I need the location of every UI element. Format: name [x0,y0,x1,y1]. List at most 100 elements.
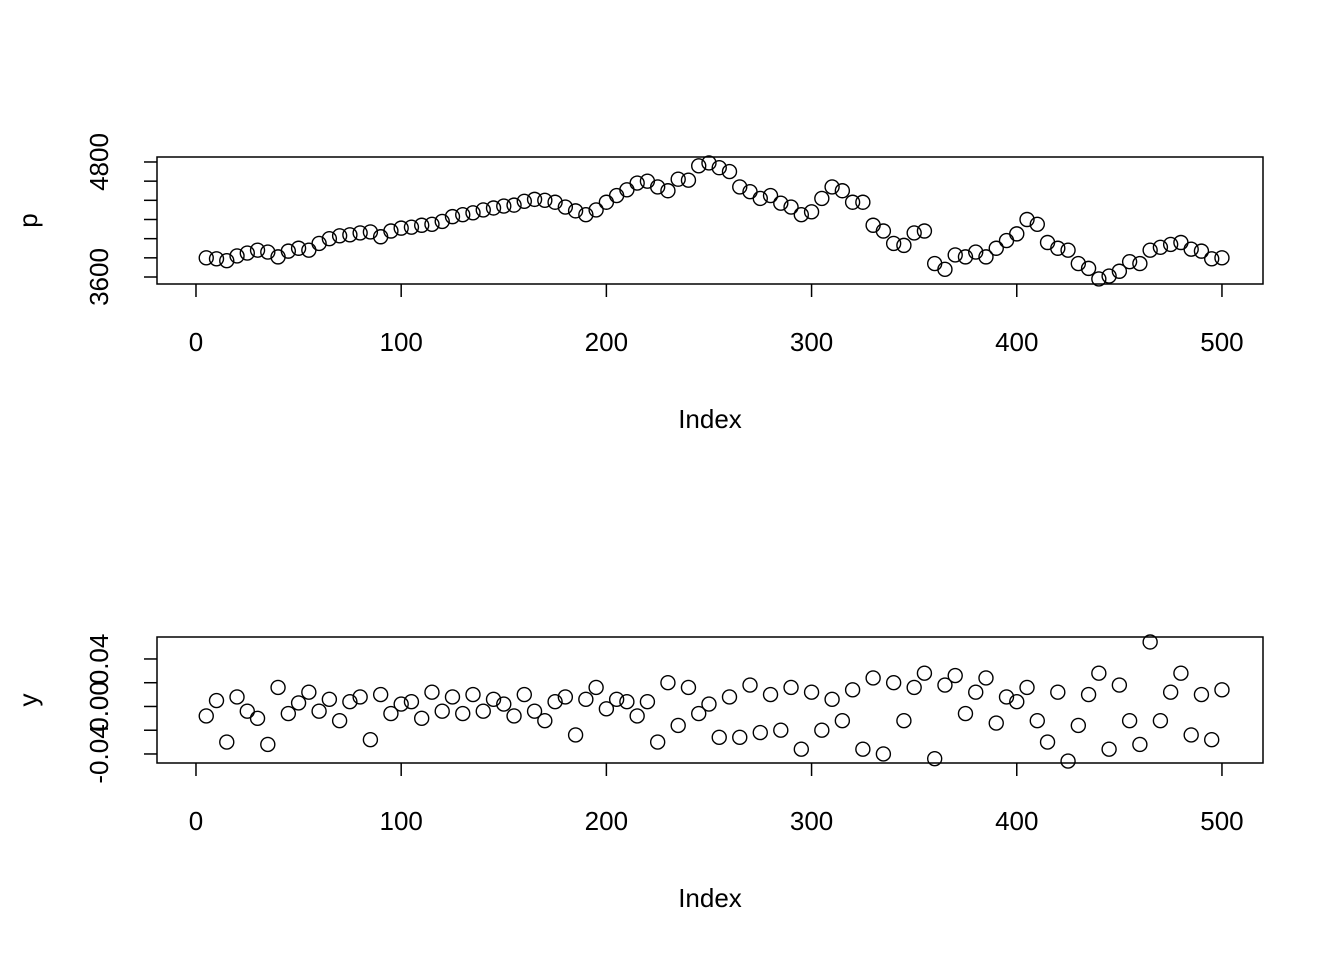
point [998,689,1015,705]
x-axis-label: Index [678,404,742,434]
point [691,158,707,174]
point [475,703,491,719]
point [362,732,379,748]
x-tick-label: 400 [995,327,1038,357]
point [352,689,368,705]
y-tick-label: -0.04 [84,724,114,783]
point [208,251,225,267]
point [1091,665,1107,681]
point [455,705,471,722]
point [732,179,748,195]
point [301,684,317,700]
point [1193,243,1210,259]
point [557,689,574,705]
point [260,244,276,260]
point [937,261,953,278]
point [1152,239,1169,255]
x-tick-label: 100 [379,806,422,836]
point [516,686,532,703]
point [1132,255,1148,272]
point [814,722,830,738]
point [711,160,727,176]
point [639,694,656,710]
point [383,705,399,722]
point [198,708,214,724]
point [926,255,943,272]
x-tick-label: 200 [585,327,628,357]
point [844,682,861,698]
point [670,717,686,734]
point [855,741,871,757]
point [670,171,686,187]
point [978,670,994,686]
point [824,179,840,195]
point [414,217,430,233]
point [208,692,225,709]
point [444,208,461,225]
point [1080,686,1097,703]
point [865,670,881,686]
point [691,705,707,722]
point [998,232,1015,249]
point [773,195,789,211]
point [619,182,635,198]
point [342,227,358,243]
point [1050,684,1066,700]
point [865,217,881,233]
point [1039,234,1056,251]
point [331,713,348,729]
point [383,223,399,239]
point [803,684,820,700]
point [916,665,933,681]
point [762,187,779,204]
point [649,179,666,195]
point [485,200,502,216]
point [1183,241,1199,257]
point [1009,694,1025,710]
point [896,237,912,254]
point [1162,236,1179,253]
point [537,713,553,729]
point [1101,268,1117,284]
point [311,703,327,719]
point [1060,242,1076,258]
point [701,155,717,171]
point [1029,713,1045,729]
point [598,701,615,717]
point [229,248,245,264]
point [219,734,235,750]
point [321,230,338,247]
point [947,247,963,263]
point [1142,634,1158,650]
point [947,667,963,684]
point [249,710,266,727]
point [506,708,522,724]
point [649,734,666,750]
point [496,696,512,712]
y-axis-label: p [13,213,43,227]
point [988,715,1004,731]
point [968,684,984,700]
point [588,679,604,696]
point [567,727,584,743]
point [968,244,984,260]
point [465,686,481,703]
point [270,679,286,696]
point [1121,253,1138,270]
point [793,741,810,757]
point [465,205,481,221]
x-tick-label: 300 [790,327,833,357]
point [1060,753,1076,769]
point [680,172,697,188]
point [260,736,276,753]
point [937,677,953,693]
point [608,187,625,204]
point [1214,250,1230,266]
point [660,675,676,691]
point [1029,216,1045,232]
point [773,722,789,738]
point [1070,717,1087,734]
point [608,691,625,708]
point [916,223,933,239]
y-tick-label: 0.04 [84,634,114,685]
